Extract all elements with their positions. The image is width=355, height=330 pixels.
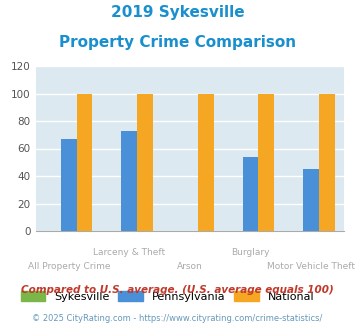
Bar: [137, 93, 153, 231]
Bar: [303, 169, 319, 231]
Text: Arson: Arson: [177, 262, 203, 271]
Text: Compared to U.S. average. (U.S. average equals 100): Compared to U.S. average. (U.S. average …: [21, 285, 334, 295]
Bar: [258, 93, 274, 231]
Text: © 2025 CityRating.com - https://www.cityrating.com/crime-statistics/: © 2025 CityRating.com - https://www.city…: [32, 314, 323, 323]
Bar: [319, 93, 335, 231]
Text: Property Crime Comparison: Property Crime Comparison: [59, 35, 296, 50]
Bar: [242, 157, 258, 231]
Text: Burglary: Burglary: [231, 248, 270, 257]
Bar: [61, 139, 77, 231]
Bar: [121, 131, 137, 231]
Legend: Sykesville, Pennsylvania, National: Sykesville, Pennsylvania, National: [16, 286, 319, 306]
Text: Larceny & Theft: Larceny & Theft: [93, 248, 165, 257]
Text: 2019 Sykesville: 2019 Sykesville: [111, 5, 244, 20]
Bar: [77, 93, 92, 231]
Bar: [198, 93, 214, 231]
Text: All Property Crime: All Property Crime: [28, 262, 110, 271]
Text: Motor Vehicle Theft: Motor Vehicle Theft: [267, 262, 355, 271]
